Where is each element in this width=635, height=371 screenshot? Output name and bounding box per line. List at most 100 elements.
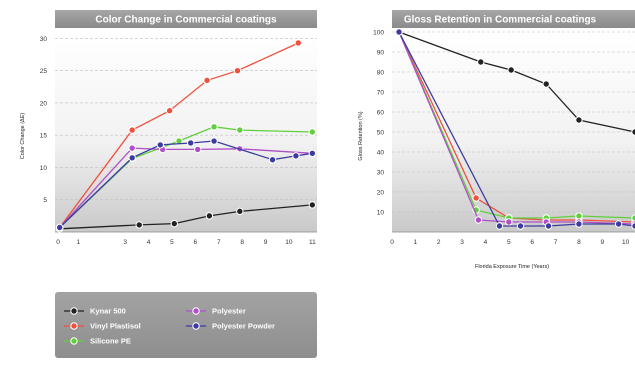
color-change-title: Color Change in Commercial coatings bbox=[95, 15, 277, 26]
gloss-retention-point-polyester bbox=[474, 216, 483, 224]
color-change-x-tick-label: 11 bbox=[309, 239, 316, 246]
color-change-y-tick-label: 30 bbox=[40, 36, 48, 43]
color-change-point-polyester-powder bbox=[268, 156, 277, 164]
gloss-retention-y-tick-label: 20 bbox=[377, 189, 385, 196]
color-change-x-tick-label: 4 bbox=[147, 239, 151, 246]
color-change-series-kynar-500 bbox=[55, 201, 317, 233]
gloss-retention-point-kynar-500 bbox=[575, 116, 583, 124]
color-change-y-ticks: 5 10 15 20 25 30 bbox=[40, 36, 48, 204]
gloss-retention-x-tick-label: 10 bbox=[622, 239, 630, 246]
legend-box bbox=[55, 292, 317, 358]
color-change-y-tick-label: 10 bbox=[40, 165, 48, 172]
color-change-point-kynar-500 bbox=[308, 201, 317, 209]
gloss-retention-x-tick-label: 0 bbox=[390, 239, 394, 246]
legend-item-silicone-pe: Silicone PE bbox=[64, 337, 131, 346]
gloss-retention-y-tick-label: 10 bbox=[377, 209, 385, 216]
color-change-point-vinyl-plastisol bbox=[165, 107, 174, 115]
gloss-retention-point-polyester-powder bbox=[614, 220, 623, 228]
gloss-retention-y-tick-label: 90 bbox=[377, 49, 385, 56]
gloss-retention-series-polyester bbox=[395, 28, 635, 228]
color-change-point-vinyl-plastisol bbox=[294, 39, 302, 47]
gloss-retention-line-kynar-500 bbox=[398, 31, 635, 133]
gloss-retention-point-polyester-powder bbox=[495, 222, 504, 230]
legend-item-kynar-500: Kynar 500 bbox=[64, 307, 126, 316]
color-change-point-polyester-powder bbox=[156, 141, 164, 149]
gloss-retention-series bbox=[395, 28, 635, 230]
gloss-retention-chart: Gloss Retention in Commercial coatings 1… bbox=[358, 10, 635, 270]
legend-item-vinyl-plastisol: Vinyl Plastisol bbox=[64, 322, 141, 331]
gloss-retention-point-polyester bbox=[505, 218, 513, 226]
legend-label: Polyester bbox=[212, 307, 246, 316]
color-change-point-silicone-pe bbox=[308, 128, 317, 136]
gloss-retention-x-tick-label: 9 bbox=[600, 239, 604, 246]
gloss-retention-y-tick-label: 60 bbox=[377, 109, 385, 116]
gloss-retention-series-polyester-powder bbox=[395, 28, 635, 230]
gloss-retention-line-polyester bbox=[398, 31, 635, 225]
gloss-retention-x-tick-label: 7 bbox=[554, 239, 558, 246]
color-change-point-kynar-500 bbox=[170, 219, 179, 228]
legend-label: Kynar 500 bbox=[90, 307, 126, 316]
color-change-point-kynar-500 bbox=[135, 221, 143, 229]
color-change-x-ticks: 0 1 3 4 5 6 7 8 9 10 11 bbox=[56, 239, 316, 246]
color-change-point-vinyl-plastisol bbox=[233, 67, 242, 75]
legend-label: Polyester Powder bbox=[212, 322, 275, 331]
legend-swatch-marker bbox=[70, 307, 78, 315]
gloss-retention-point-polyester-powder bbox=[395, 28, 403, 36]
color-change-point-polyester-powder bbox=[210, 137, 218, 145]
color-change-series-polyester-powder bbox=[55, 137, 317, 232]
color-change-gridlines bbox=[55, 38, 317, 201]
gloss-retention-x-tick-label: 8 bbox=[577, 239, 581, 246]
gloss-retention-x-tick-label: 2 bbox=[437, 239, 441, 246]
color-change-y-tick-label: 20 bbox=[40, 100, 48, 107]
color-change-point-polyester bbox=[128, 144, 136, 152]
legend-swatch-marker bbox=[70, 337, 78, 345]
legend-label: Silicone PE bbox=[90, 337, 131, 346]
legend-item-polyester: Polyester bbox=[186, 307, 246, 316]
gloss-retention-gridlines bbox=[392, 31, 635, 213]
gloss-retention-title: Gloss Retention in Commercial coatings bbox=[404, 15, 597, 26]
color-change-x-tick-label: 0 bbox=[56, 239, 60, 246]
color-change-x-tick-label: 10 bbox=[285, 239, 293, 246]
color-change-line-polyester-powder bbox=[59, 140, 313, 228]
color-change-point-kynar-500 bbox=[236, 207, 244, 216]
color-change-point-polyester-powder bbox=[128, 154, 136, 162]
color-change-point-polyester-powder bbox=[55, 223, 64, 232]
color-change-x-tick-label: 5 bbox=[170, 239, 174, 246]
color-change-y-tick-label: 15 bbox=[40, 133, 48, 140]
legend-label: Vinyl Plastisol bbox=[90, 322, 141, 331]
color-change-point-polyester-powder bbox=[292, 152, 300, 160]
color-change-y-tick-label: 25 bbox=[40, 68, 48, 75]
gloss-retention-x-tick-label: 3 bbox=[460, 239, 464, 246]
gloss-retention-x-tick-label: 5 bbox=[507, 239, 511, 246]
color-change-x-tick-label: 7 bbox=[217, 239, 221, 246]
gloss-retention-y-label: Gloss Retention (%) bbox=[358, 111, 364, 160]
color-change-y-label: Color Change (ΔE) bbox=[20, 113, 26, 160]
gloss-retention-point-kynar-500 bbox=[542, 80, 550, 88]
color-change-series bbox=[55, 39, 317, 233]
color-change-y-tick-label: 5 bbox=[43, 197, 47, 204]
color-change-x-tick-label: 1 bbox=[77, 239, 81, 246]
gloss-retention-x-label: Florida Exposure Time (Years) bbox=[475, 264, 549, 270]
color-change-point-silicone-pe bbox=[236, 126, 244, 134]
color-change-point-polyester-powder bbox=[308, 149, 317, 157]
gloss-retention-line-silicone-pe bbox=[398, 31, 635, 219]
gloss-retention-y-tick-label: 50 bbox=[377, 129, 385, 136]
gloss-retention-point-kynar-500 bbox=[477, 58, 485, 66]
gloss-retention-point-polyester-powder bbox=[516, 222, 525, 230]
gloss-retention-point-silicone-pe bbox=[575, 212, 583, 220]
color-change-x-tick-label: 9 bbox=[264, 239, 268, 246]
legend-swatch-marker bbox=[70, 322, 78, 330]
color-change-plot-area bbox=[55, 32, 317, 232]
color-change-point-silicone-pe bbox=[210, 123, 218, 131]
color-change-point-vinyl-plastisol bbox=[128, 126, 136, 134]
gloss-retention-y-tick-label: 40 bbox=[377, 149, 385, 156]
gloss-retention-point-polyester-powder bbox=[544, 222, 553, 230]
gloss-retention-x-ticks: 0 1 2 3 4 5 6 7 8 9 10 bbox=[390, 239, 629, 246]
gloss-retention-y-tick-label: 30 bbox=[377, 169, 385, 176]
gloss-retention-line-vinyl-plastisol bbox=[398, 31, 635, 223]
legend-swatch-marker bbox=[192, 307, 200, 315]
color-change-point-polyester-powder bbox=[186, 139, 195, 147]
gloss-retention-point-vinyl-plastisol bbox=[472, 194, 480, 202]
gloss-retention-y-tick-label: 70 bbox=[377, 89, 385, 96]
